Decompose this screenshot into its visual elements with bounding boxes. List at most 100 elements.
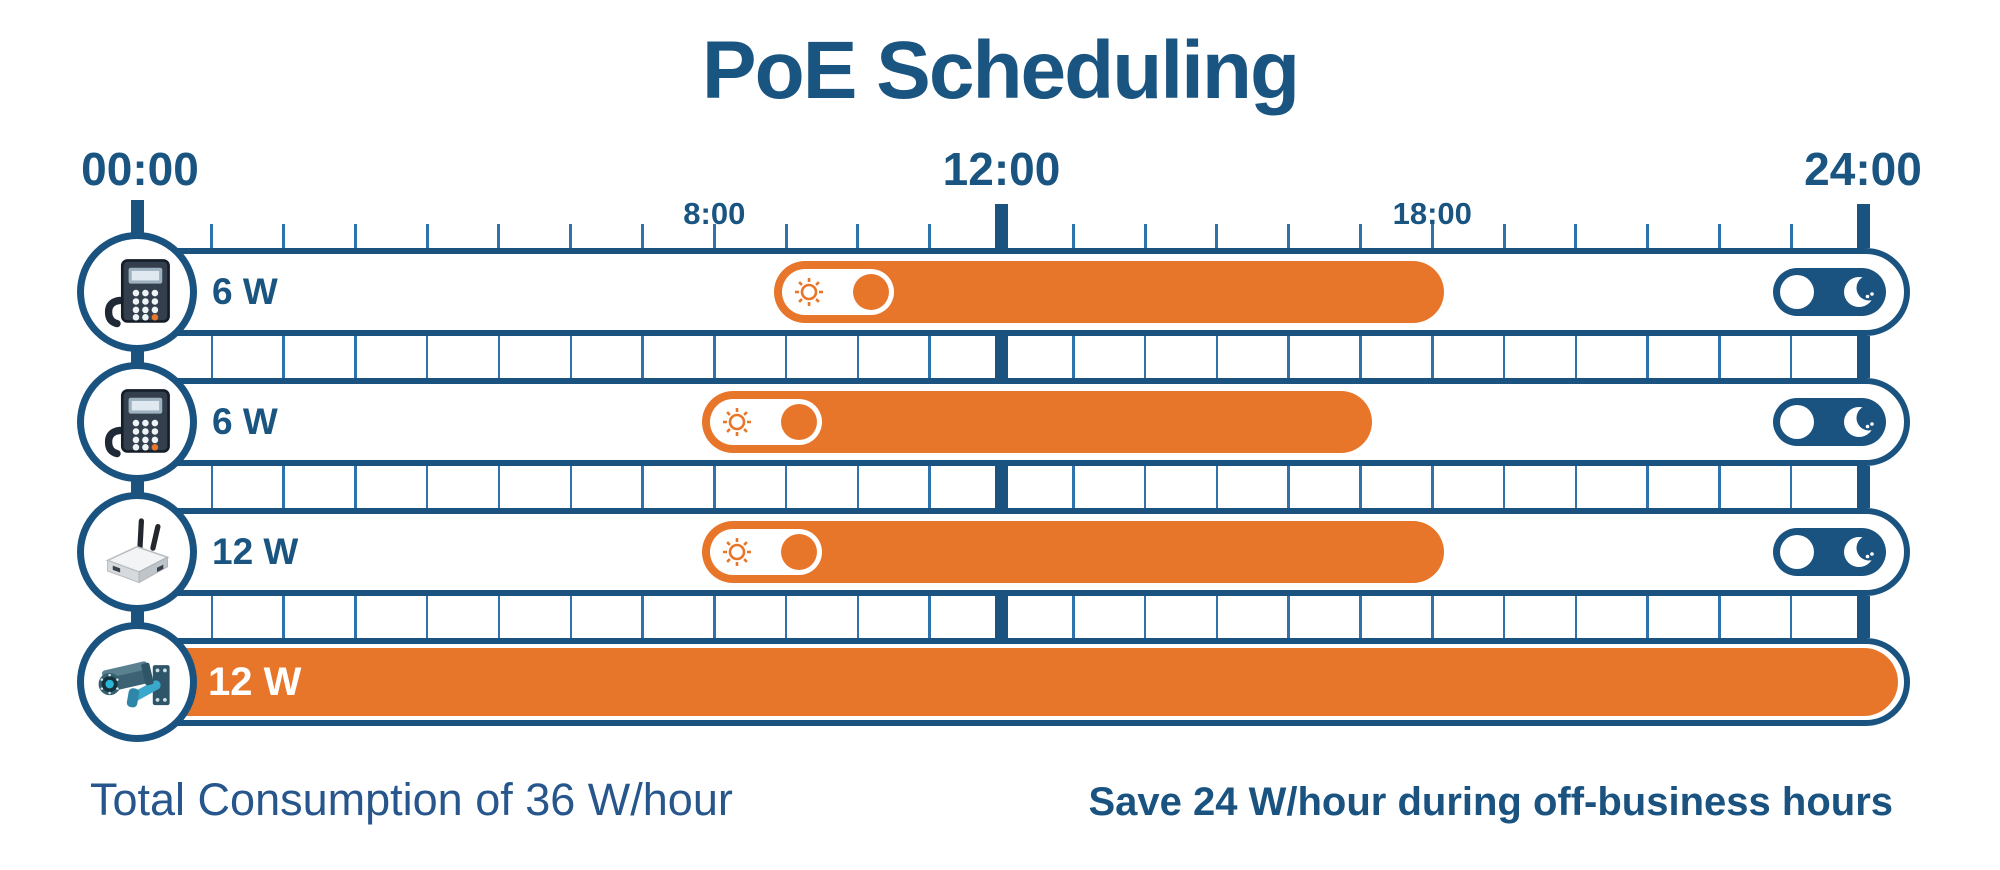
hour-tick bbox=[1071, 224, 1075, 248]
hour-gridline bbox=[1789, 336, 1793, 378]
hour-gridline bbox=[1072, 466, 1075, 508]
hour-gridline bbox=[1431, 596, 1434, 638]
total-consumption-label: Total Consumption of 36 W/hour bbox=[90, 774, 733, 825]
hour-gridline bbox=[713, 466, 716, 508]
hour-gridline bbox=[1502, 466, 1506, 508]
device-icon-circle bbox=[77, 232, 197, 352]
time-label-major: 00:00 bbox=[81, 143, 199, 195]
hour-gridline bbox=[425, 336, 429, 378]
night-off-toggle[interactable] bbox=[1773, 528, 1886, 576]
hour-tick bbox=[1502, 224, 1506, 248]
hour-gridline bbox=[713, 596, 716, 638]
time-label-minor: 18:00 bbox=[1392, 196, 1472, 231]
hour-gridline bbox=[210, 596, 214, 638]
hour-tick bbox=[497, 224, 501, 248]
access-point-icon bbox=[105, 518, 170, 584]
hour-gridline bbox=[497, 336, 501, 378]
hour-gridline bbox=[1287, 596, 1290, 638]
hour-tick bbox=[282, 224, 286, 248]
hour-gridline bbox=[856, 596, 860, 638]
hour-gridline bbox=[1718, 596, 1721, 638]
hour-gridline bbox=[784, 336, 788, 378]
toggle-knob bbox=[1780, 405, 1814, 439]
hour-gridline bbox=[784, 596, 788, 638]
page-title: PoE Scheduling bbox=[701, 25, 1300, 116]
hour-gridline bbox=[1718, 466, 1721, 508]
time-label-minor: 8:00 bbox=[683, 196, 746, 231]
device-icon-circle bbox=[77, 622, 197, 742]
device-icon-circle bbox=[77, 492, 197, 612]
power-label: 6 W bbox=[212, 401, 278, 442]
hour-gridline bbox=[928, 466, 931, 508]
hour-gridline bbox=[425, 596, 429, 638]
hour-gridline bbox=[354, 596, 357, 638]
savings-label: Save 24 W/hour during off-business hours bbox=[1088, 780, 1893, 824]
hour-tick bbox=[210, 224, 214, 248]
time-label-major: 12:00 bbox=[942, 143, 1061, 195]
hour-gridline bbox=[1215, 466, 1219, 508]
hour-gridline bbox=[1646, 466, 1649, 508]
day-on-toggle[interactable] bbox=[710, 529, 823, 575]
hour-tick bbox=[1143, 224, 1147, 248]
hour-gridline bbox=[1856, 336, 1870, 378]
hour-gridline bbox=[282, 466, 285, 508]
hour-tick bbox=[1789, 224, 1793, 248]
day-on-toggle[interactable] bbox=[710, 399, 823, 445]
hour-tick bbox=[1646, 224, 1650, 248]
power-label: 6 W bbox=[212, 271, 278, 312]
hour-gridline bbox=[1143, 336, 1147, 378]
hour-gridline bbox=[354, 466, 357, 508]
power-on-bar bbox=[702, 521, 1445, 583]
hour-gridline bbox=[282, 336, 285, 378]
hour-gridline bbox=[1072, 336, 1075, 378]
hour-gridline bbox=[1856, 466, 1870, 508]
hour-gridline bbox=[497, 596, 501, 638]
hour-gridline bbox=[856, 336, 860, 378]
phone-icon bbox=[104, 389, 170, 458]
hour-gridline bbox=[856, 466, 860, 508]
hour-tick bbox=[1358, 224, 1362, 248]
hour-tick bbox=[1574, 224, 1578, 248]
moon-icon bbox=[1844, 275, 1880, 307]
hour-gridline bbox=[641, 336, 644, 378]
hour-gridline bbox=[1143, 466, 1147, 508]
power-label: 12 W bbox=[212, 531, 299, 572]
toggle-knob bbox=[1780, 275, 1814, 309]
hour-gridline bbox=[1789, 466, 1793, 508]
hour-tick bbox=[995, 204, 1008, 248]
hour-gridline bbox=[354, 336, 357, 378]
hour-gridline bbox=[282, 596, 285, 638]
toggle-knob bbox=[853, 274, 890, 310]
toggle-knob bbox=[781, 404, 818, 440]
hour-gridline bbox=[995, 466, 1008, 508]
hour-tick bbox=[928, 224, 932, 248]
night-off-toggle[interactable] bbox=[1773, 398, 1886, 446]
power-label: 12 W bbox=[208, 660, 302, 704]
hour-gridline bbox=[1574, 596, 1578, 638]
time-label-major: 24:00 bbox=[1804, 143, 1922, 195]
hour-gridline bbox=[1431, 466, 1434, 508]
device-icon-circle bbox=[77, 362, 197, 482]
hour-tick bbox=[1717, 224, 1721, 248]
day-on-toggle[interactable] bbox=[782, 269, 895, 315]
hour-gridline bbox=[1287, 466, 1290, 508]
night-off-toggle[interactable] bbox=[1773, 268, 1886, 316]
hour-gridline bbox=[569, 466, 572, 508]
hour-gridline bbox=[425, 466, 429, 508]
hour-tick bbox=[641, 224, 645, 248]
hour-gridline bbox=[1574, 466, 1578, 508]
moon-icon bbox=[1844, 405, 1880, 437]
hour-gridline bbox=[1359, 596, 1362, 638]
hour-tick bbox=[425, 224, 429, 248]
hour-tick bbox=[784, 224, 788, 248]
sun-icon bbox=[723, 408, 752, 436]
hour-gridline bbox=[1646, 336, 1649, 378]
hour-gridline bbox=[497, 466, 501, 508]
phone-icon bbox=[104, 259, 170, 328]
hour-tick bbox=[856, 224, 860, 248]
hour-gridline bbox=[713, 336, 716, 378]
hour-gridline bbox=[1856, 596, 1870, 638]
hour-gridline bbox=[1359, 336, 1362, 378]
hour-gridline bbox=[1143, 596, 1147, 638]
